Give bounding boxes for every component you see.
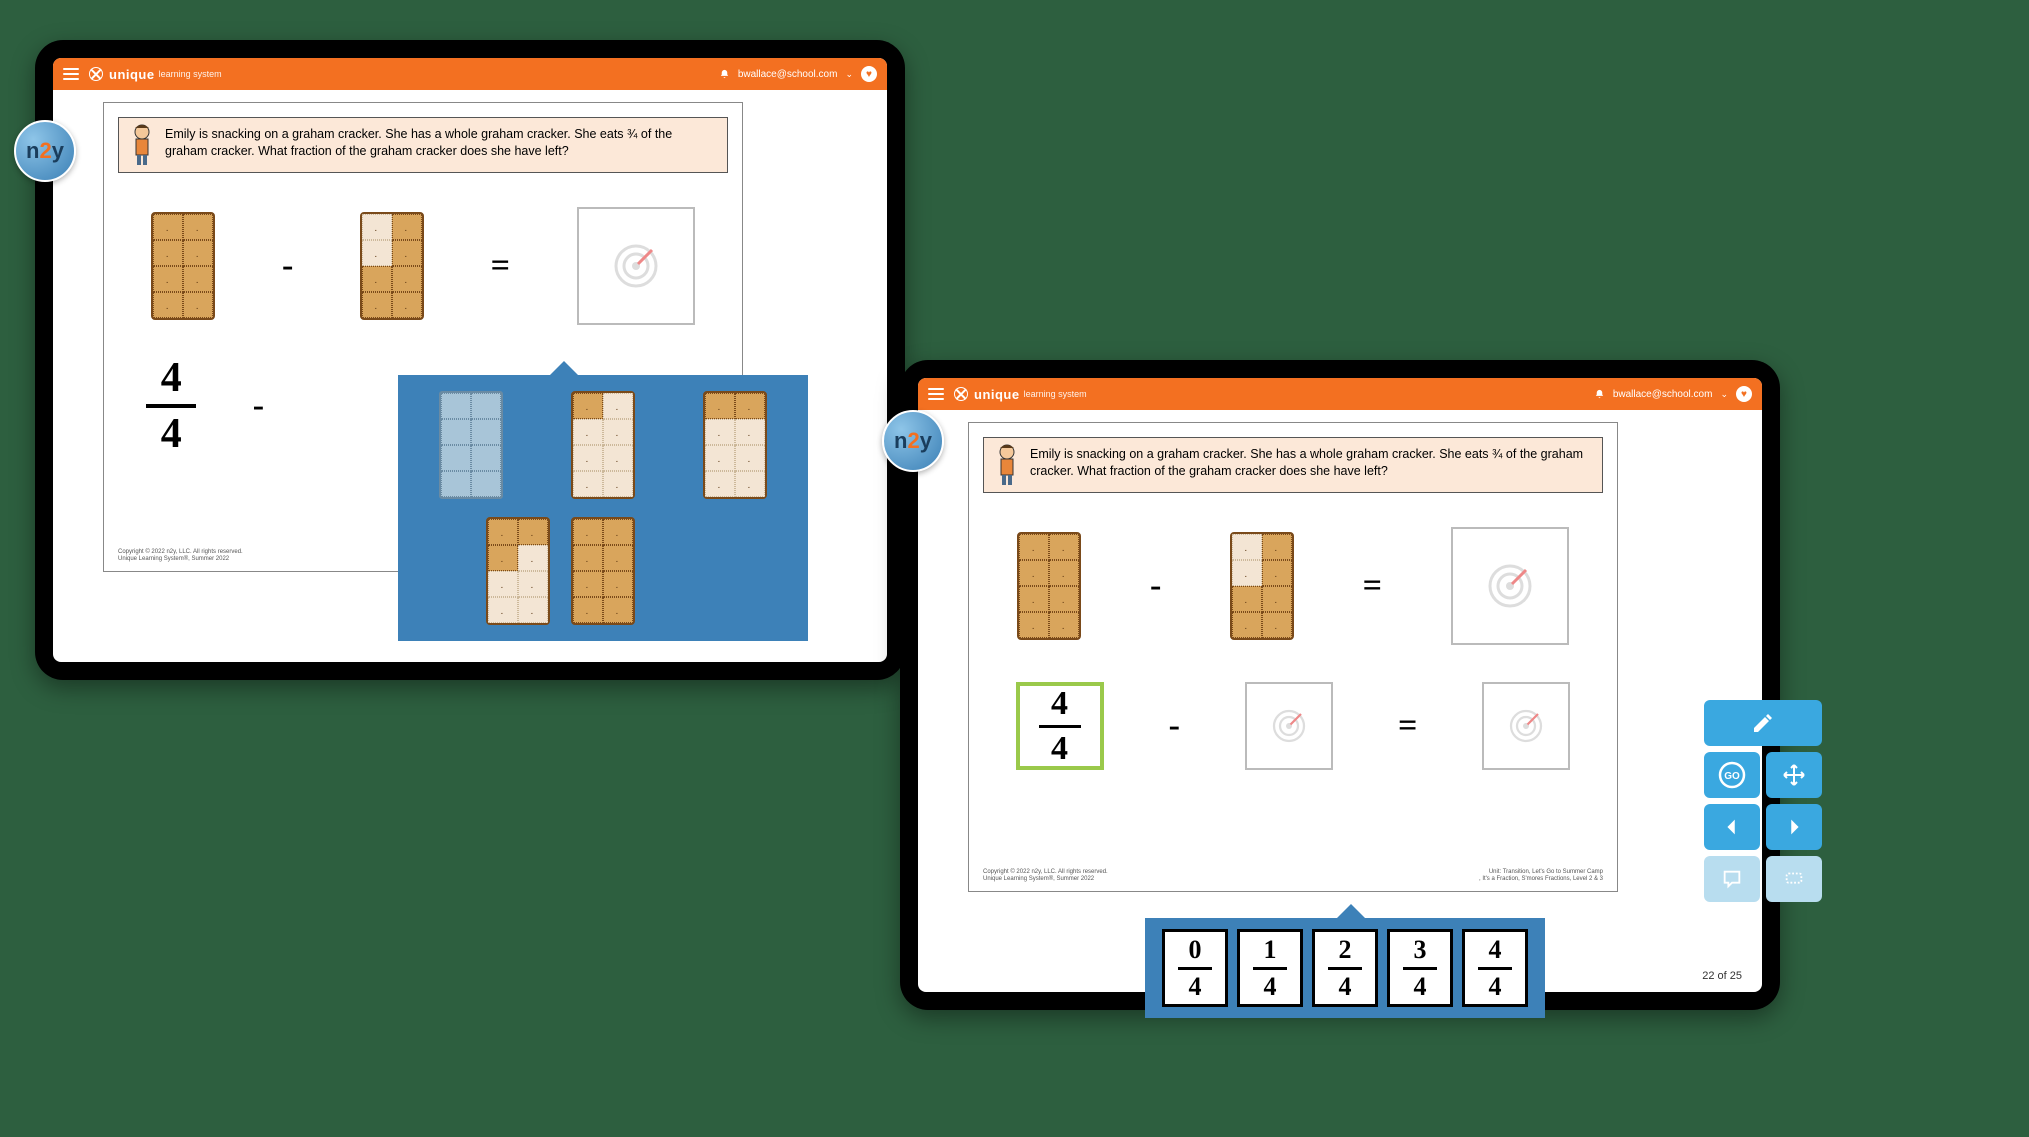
app-header: unique learning system bwallace@school.c… (918, 378, 1762, 410)
minus-operator: - (1150, 567, 1161, 605)
arrow-right-icon (1783, 816, 1805, 838)
move-button[interactable] (1766, 752, 1822, 798)
n2y-badge: n2y (882, 410, 944, 472)
right-toolbar: GO (1704, 700, 1822, 908)
pencil-icon (1751, 711, 1775, 735)
fraction-choice-2-4[interactable]: 24 (1312, 929, 1378, 1007)
page-indicator: 22 of 25 (1702, 970, 1742, 982)
minus-operator-2: - (1169, 707, 1180, 745)
copyright-text: Copyright © 2022 n2y, LLC. All rights re… (118, 549, 243, 563)
worksheet-2: Emily is snacking on a graham cracker. S… (968, 422, 1618, 892)
go-icon: GO (1718, 761, 1746, 789)
copyright-right: Unit: Transition, Let's Go to Summer Cam… (1479, 869, 1603, 883)
cracker-choice-dropdown (398, 375, 808, 641)
equation-row-1: - = (983, 521, 1603, 651)
cracker-choice-5[interactable] (571, 517, 635, 625)
favorite-icon[interactable]: ♥ (861, 66, 877, 82)
dashed-bubble-icon (1783, 868, 1805, 890)
svg-text:GO: GO (1724, 771, 1740, 782)
cracker-choice-1[interactable] (439, 391, 503, 499)
prompt-text: Emily is snacking on a graham cracker. S… (165, 127, 672, 158)
fraction-choice-4-4[interactable]: 44 (1462, 929, 1528, 1007)
equation-row-2: 44 - = (983, 671, 1603, 781)
fraction-target-2[interactable] (1245, 682, 1333, 770)
minus-operator: - (282, 247, 293, 285)
next-button[interactable] (1766, 804, 1822, 850)
speech-button[interactable] (1704, 856, 1760, 902)
bell-icon[interactable] (719, 69, 730, 80)
equals-operator-2: = (1398, 707, 1417, 745)
user-email[interactable]: bwallace@school.com (738, 69, 838, 80)
bell-icon[interactable] (1594, 389, 1605, 400)
pencil-button[interactable] (1704, 700, 1822, 746)
target-icon (1271, 708, 1307, 744)
fraction-four-fourths: 44 (1039, 685, 1081, 768)
go-button[interactable]: GO (1704, 752, 1760, 798)
denominator: 4 (161, 410, 182, 458)
three-quarter-cracker (360, 212, 424, 320)
prompt-text: Emily is snacking on a graham cracker. S… (1030, 447, 1583, 478)
comment-button[interactable] (1766, 856, 1822, 902)
character-icon (125, 122, 159, 168)
n2y-badge: n2y (14, 120, 76, 182)
equals-operator: = (491, 247, 510, 285)
fraction-answer-filled[interactable]: 44 (1016, 682, 1104, 770)
brand-subtitle: learning system (1024, 389, 1087, 399)
favorite-icon[interactable]: ♥ (1736, 386, 1752, 402)
fraction-target-3[interactable] (1482, 682, 1570, 770)
logo-icon (954, 387, 968, 401)
screen-2: unique learning system bwallace@school.c… (918, 378, 1762, 992)
brand-name: unique (974, 387, 1020, 402)
logo-icon (89, 67, 103, 81)
minus-operator-2: - (253, 387, 264, 425)
fraction-choice-1-4[interactable]: 14 (1237, 929, 1303, 1007)
app-header: unique learning system bwallace@school.c… (53, 58, 887, 90)
character-icon (990, 442, 1024, 488)
prompt-box: Emily is snacking on a graham cracker. S… (983, 437, 1603, 493)
whole-cracker (1017, 532, 1081, 640)
menu-icon[interactable] (63, 68, 79, 80)
target-icon (1508, 708, 1544, 744)
equation-row-1: - = (118, 201, 728, 331)
fraction-choice-3-4[interactable]: 34 (1387, 929, 1453, 1007)
fraction-choice-dropdown: 04 14 24 34 44 (1145, 918, 1545, 1018)
arrow-left-icon (1721, 816, 1743, 838)
answer-target-1[interactable] (1451, 527, 1569, 645)
target-icon (612, 242, 660, 290)
numerator: 4 (161, 354, 182, 402)
equals-operator: = (1363, 567, 1382, 605)
fraction-four-fourths: 4 4 (146, 354, 196, 458)
brand-subtitle: learning system (159, 69, 222, 79)
answer-target-1[interactable] (577, 207, 695, 325)
cracker-choice-4[interactable] (486, 517, 550, 625)
prompt-box: Emily is snacking on a graham cracker. S… (118, 117, 728, 173)
copyright-text: Copyright © 2022 n2y, LLC. All rights re… (983, 869, 1108, 883)
brand-name: unique (109, 67, 155, 82)
user-email[interactable]: bwallace@school.com (1613, 389, 1713, 400)
menu-icon[interactable] (928, 388, 944, 400)
speech-bubble-icon (1721, 868, 1743, 890)
whole-cracker (151, 212, 215, 320)
move-icon (1782, 763, 1806, 787)
chevron-down-icon[interactable]: ⌄ (845, 69, 853, 80)
three-quarter-cracker (1230, 532, 1294, 640)
prev-button[interactable] (1704, 804, 1760, 850)
cracker-choice-2[interactable] (571, 391, 635, 499)
fraction-choice-0-4[interactable]: 04 (1162, 929, 1228, 1007)
target-icon (1486, 562, 1534, 610)
chevron-down-icon[interactable]: ⌄ (1720, 389, 1728, 400)
cracker-choice-3[interactable] (703, 391, 767, 499)
